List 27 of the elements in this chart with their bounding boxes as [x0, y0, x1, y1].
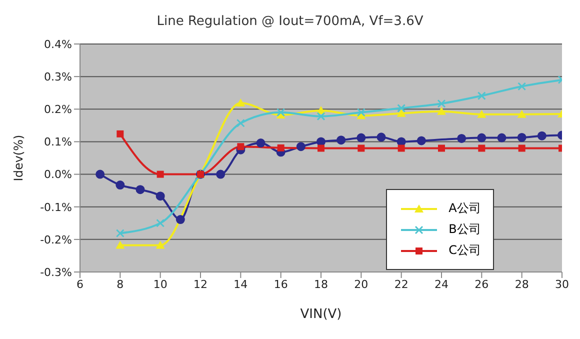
x-tick-label: 16	[274, 278, 288, 291]
x-tick-label: 14	[234, 278, 248, 291]
y-tick-label: 0.2%	[44, 103, 72, 116]
x-tick-label: 10	[153, 278, 168, 291]
x-tick-label: 26	[474, 278, 489, 291]
y-tick-label: 0.4%	[44, 38, 72, 51]
chart-title: Line Regulation @ Iout=700mA, Vf=3.6V	[156, 13, 424, 31]
x-tick-label: 12	[194, 278, 208, 291]
x-tick-label: 6	[76, 278, 84, 291]
x-tick-label: 8	[116, 278, 124, 291]
legend-label: A公司	[448, 200, 481, 217]
x-tick-label: 20	[354, 278, 368, 291]
x-tick-label: 24	[434, 278, 448, 291]
x-tick-label: 18	[314, 278, 328, 291]
y-tick-label: 0.3%	[44, 70, 72, 84]
y-tick-label: -0.1%	[40, 200, 72, 214]
legend-label: B公司	[448, 221, 481, 238]
y-tick-label: 0.1%	[44, 136, 72, 149]
x-tick-label: 28	[514, 278, 529, 291]
legend-label: C公司	[448, 242, 481, 259]
y-tick-label: -0.3%	[40, 266, 72, 279]
x-tick-label: 22	[394, 278, 408, 291]
y-tick-label: -0.2%	[40, 233, 72, 246]
y-axis-title: Idev(%)	[11, 134, 26, 182]
y-tick-label: 0.0%	[44, 168, 72, 182]
x-tick-label: 30	[555, 278, 569, 291]
x-axis-title: VIN(V)	[300, 307, 342, 322]
